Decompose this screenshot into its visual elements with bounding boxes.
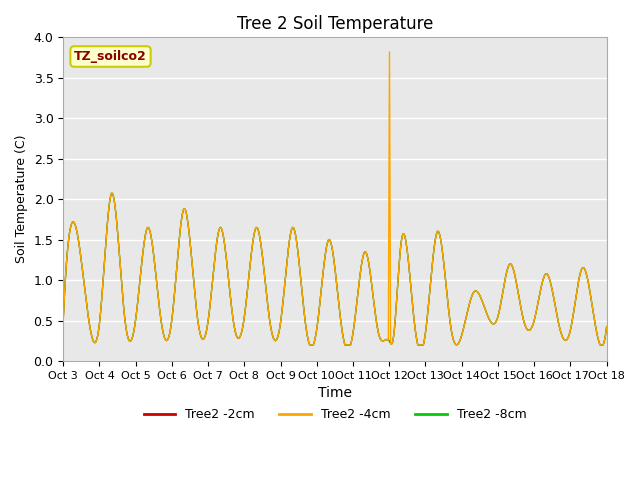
- Legend: Tree2 -2cm, Tree2 -4cm, Tree2 -8cm: Tree2 -2cm, Tree2 -4cm, Tree2 -8cm: [138, 403, 531, 426]
- Text: TZ_soilco2: TZ_soilco2: [74, 50, 147, 63]
- Title: Tree 2 Soil Temperature: Tree 2 Soil Temperature: [237, 15, 433, 33]
- Y-axis label: Soil Temperature (C): Soil Temperature (C): [15, 135, 28, 264]
- X-axis label: Time: Time: [318, 386, 352, 400]
